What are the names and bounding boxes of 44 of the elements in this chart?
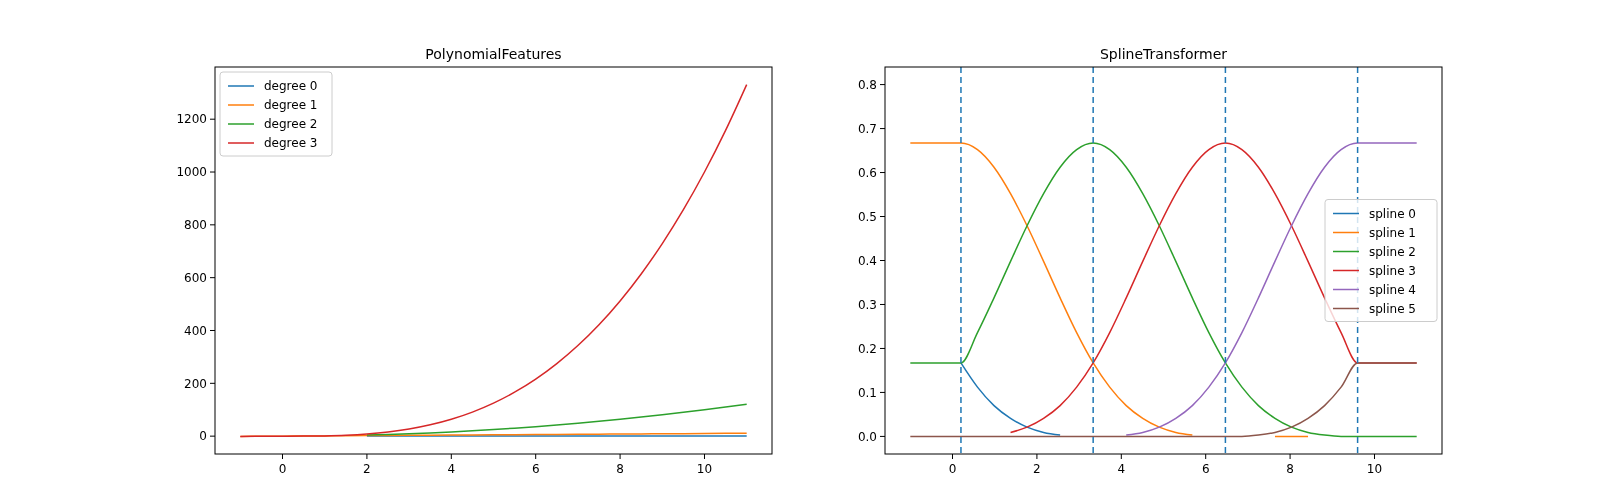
- line-series: [909, 142, 1418, 438]
- y-tick-label: 0.6: [857, 165, 877, 180]
- y-tick-label: 800: [184, 218, 207, 233]
- y-tick-label: 200: [184, 376, 207, 391]
- y-tick-label: 0.8: [857, 77, 877, 92]
- legend-label: degree 3: [264, 136, 318, 151]
- legend-label: spline 1: [1369, 225, 1416, 240]
- y-tick-label: 1200: [176, 112, 207, 127]
- legend-label: spline 2: [1369, 244, 1416, 259]
- legend-label: spline 3: [1369, 263, 1416, 278]
- x-tick-label: 4: [1117, 462, 1126, 476]
- x-tick-label: 8: [1286, 462, 1294, 476]
- legend-label: spline 5: [1369, 301, 1416, 316]
- legend-label: degree 2: [264, 117, 318, 132]
- y-tick-label: 0.7: [857, 121, 877, 136]
- y-tick-label: 0: [199, 429, 207, 444]
- chart-title: PolynomialFeatures: [425, 46, 562, 62]
- y-tick-label: 0.4: [857, 253, 877, 268]
- x-tick-label: 2: [363, 462, 371, 476]
- y-tick-label: 0.1: [857, 385, 877, 400]
- y-tick-label: 400: [184, 323, 207, 338]
- x-tick-label: 8: [616, 462, 624, 476]
- x-tick-label: 6: [1201, 462, 1210, 476]
- legend-label: degree 0: [264, 79, 318, 94]
- x-tick-label: 10: [1366, 462, 1383, 476]
- x-tick-label: 10: [696, 462, 713, 476]
- x-tick-label: 0: [278, 462, 287, 476]
- x-tick-label: 2: [1033, 462, 1041, 476]
- y-tick-label: 0.5: [857, 209, 877, 224]
- y-tick-label: 1000: [176, 165, 207, 180]
- x-tick-label: 6: [531, 462, 540, 476]
- legend-label: spline 0: [1369, 206, 1416, 221]
- line-series: [366, 403, 748, 436]
- y-tick-label: 0.2: [857, 341, 877, 356]
- x-tick-label: 0: [948, 462, 957, 476]
- y-tick-label: 0.3: [857, 297, 877, 312]
- legend-label: degree 1: [264, 98, 318, 113]
- legend-label: spline 4: [1369, 282, 1416, 297]
- line-series: [1125, 142, 1418, 436]
- chart-title: SplineTransformer: [1099, 46, 1228, 62]
- x-tick-label: 4: [447, 462, 456, 476]
- y-tick-label: 600: [184, 270, 207, 285]
- y-tick-label: 0.0: [857, 429, 877, 444]
- line-series: [909, 362, 1418, 438]
